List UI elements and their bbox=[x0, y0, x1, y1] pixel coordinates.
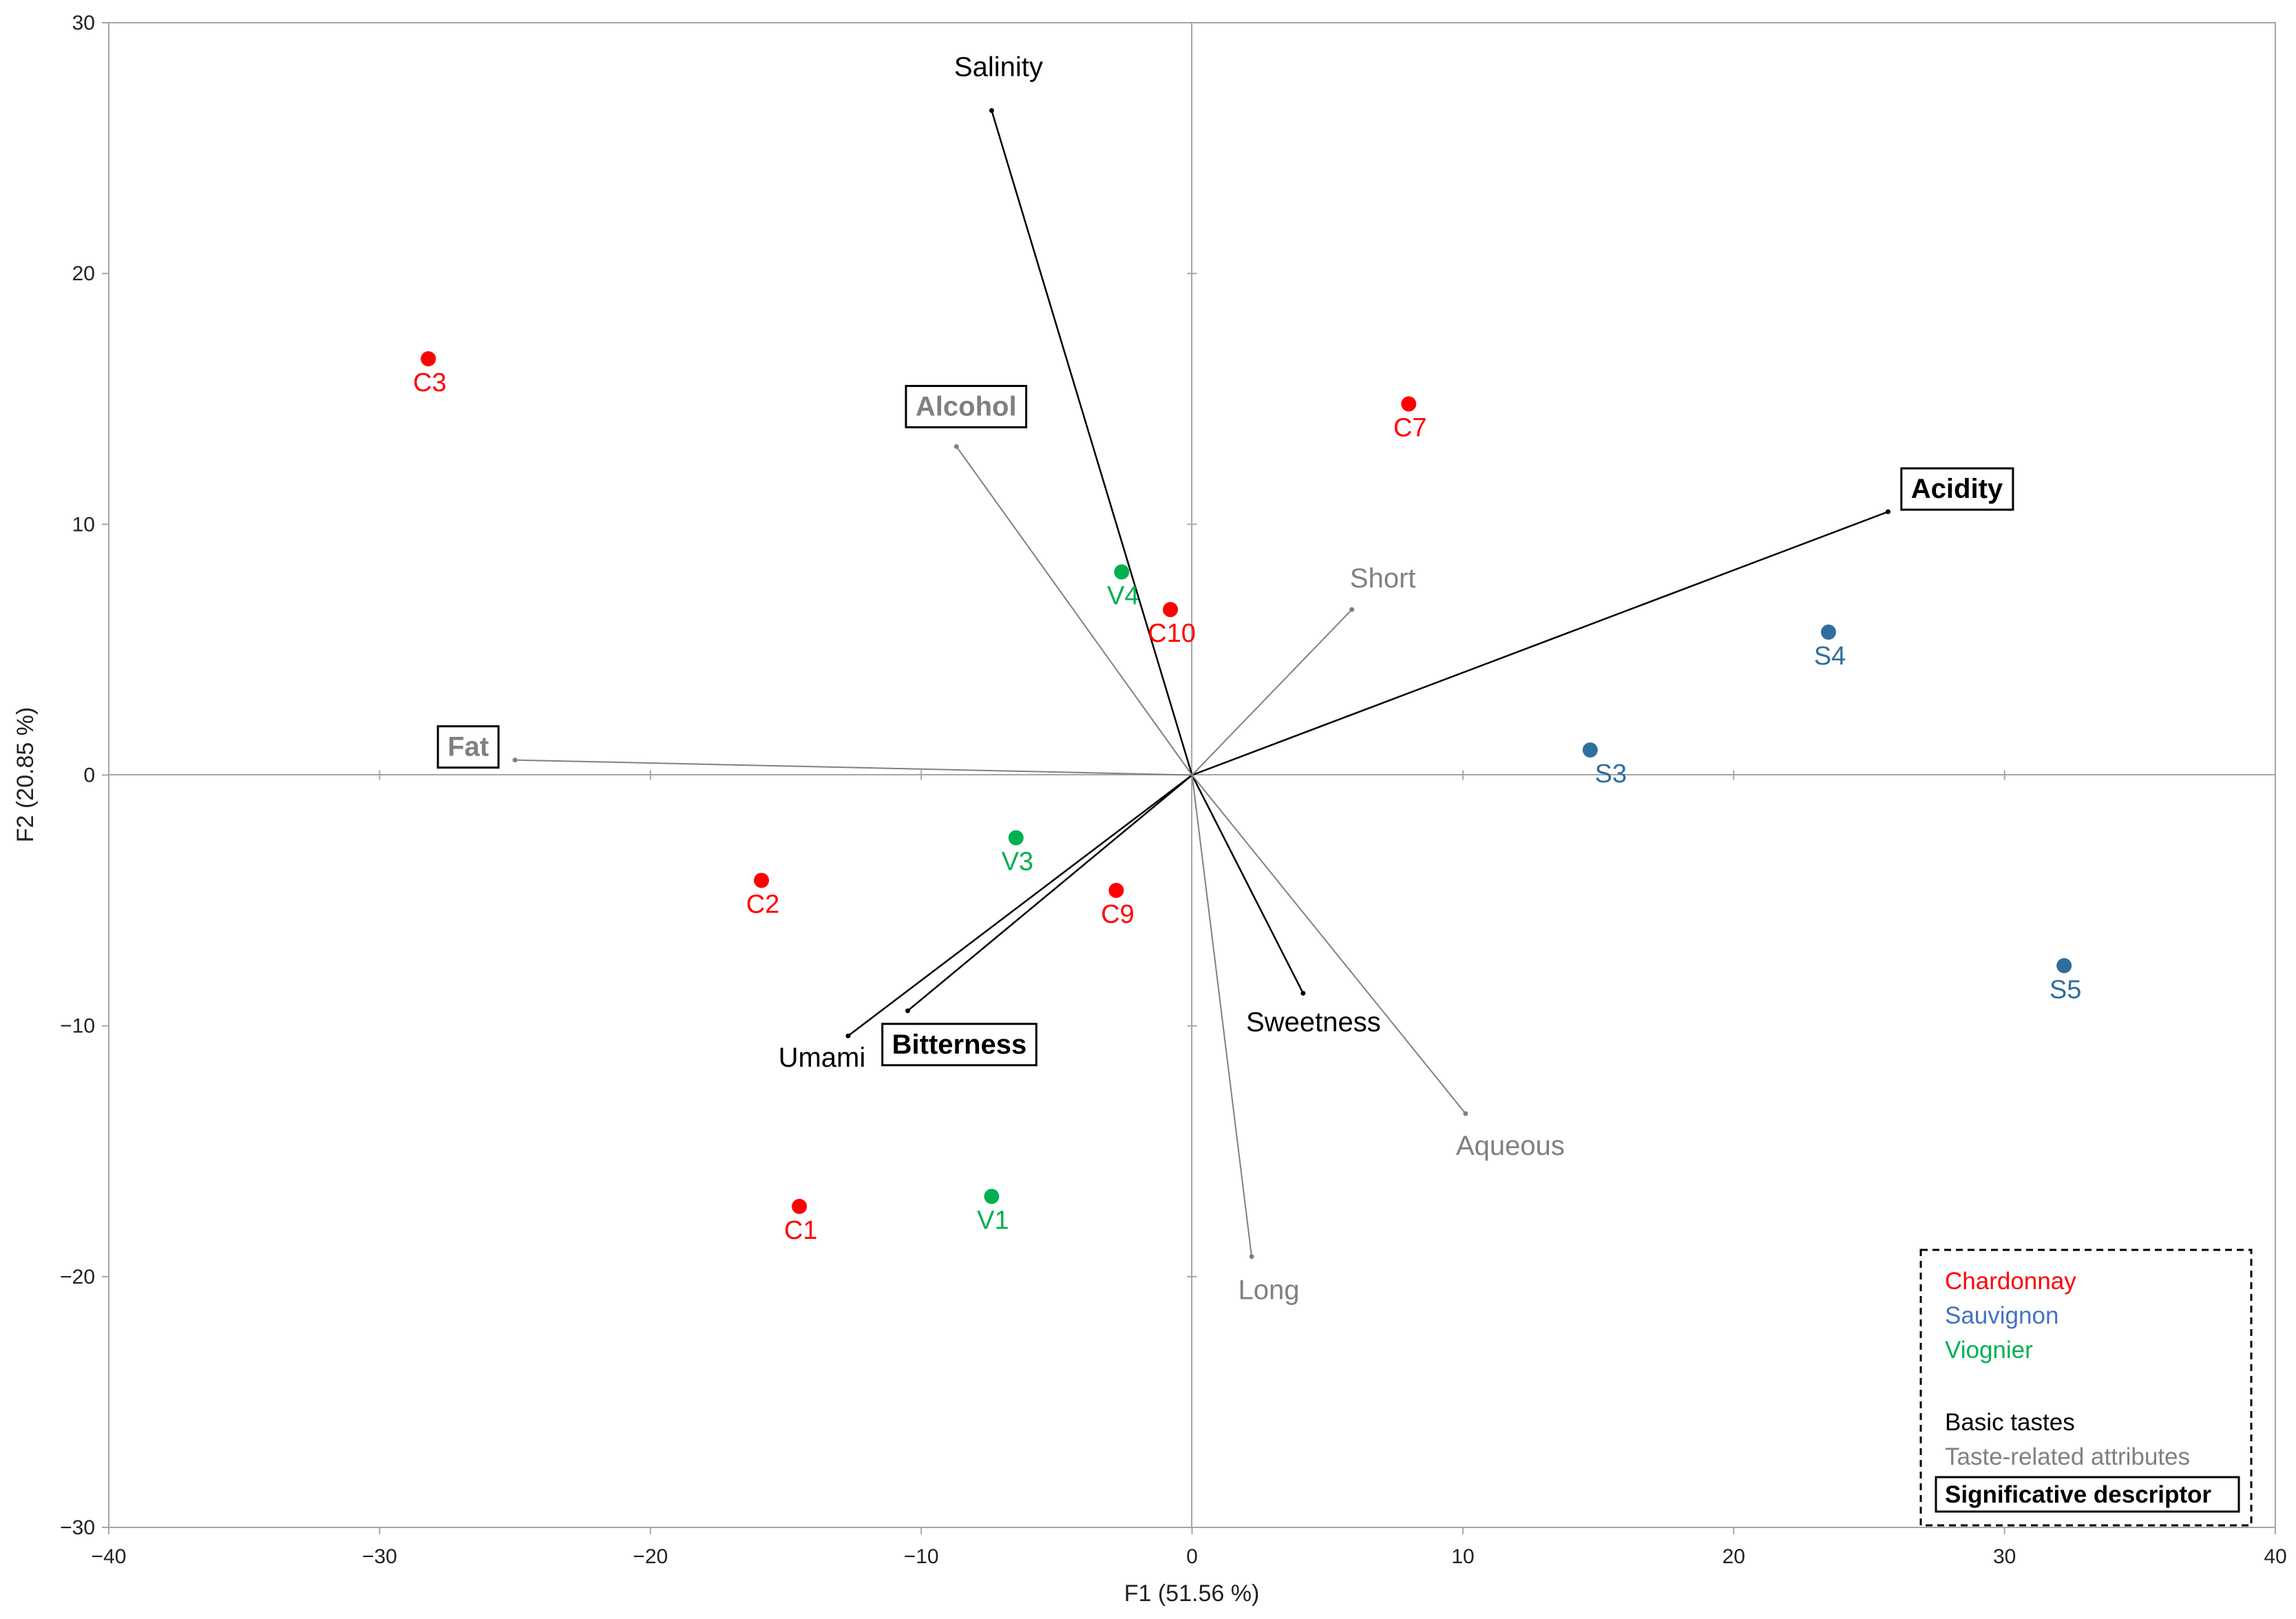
vector-tip-fat bbox=[512, 758, 518, 763]
point-label-s5: S5 bbox=[2050, 975, 2081, 1004]
vector-long bbox=[1191, 775, 1253, 1257]
vector-fat bbox=[515, 759, 1192, 776]
significant-box-acidity bbox=[1900, 467, 2014, 511]
x-tick-label: −30 bbox=[362, 1545, 397, 1568]
legend-chardonnay: Chardonnay bbox=[1945, 1268, 2076, 1295]
legend-viognier: Viognier bbox=[1945, 1337, 2033, 1364]
point-label-c1: C1 bbox=[784, 1216, 818, 1245]
vector-tip-alcohol bbox=[954, 443, 959, 449]
legend-taste-related: Taste-related attributes bbox=[1945, 1443, 2190, 1470]
point-label-c7: C7 bbox=[1393, 414, 1427, 443]
point-label-c10: C10 bbox=[1148, 619, 1196, 648]
vector-tip-salinity bbox=[989, 107, 994, 113]
x-tick-label: 30 bbox=[1993, 1545, 2016, 1568]
vector-tip-short bbox=[1349, 607, 1355, 612]
point-s3 bbox=[1582, 742, 1598, 758]
vector-tip-umami bbox=[845, 1033, 851, 1038]
significant-box-alcohol bbox=[905, 384, 1028, 428]
point-v3 bbox=[1008, 830, 1024, 846]
vector-tip-bitterness bbox=[905, 1008, 910, 1014]
vector-tip-sweetness bbox=[1300, 990, 1306, 996]
legend-sauvignon: Sauvignon bbox=[1945, 1302, 2058, 1329]
point-c10 bbox=[1163, 602, 1179, 618]
point-c3 bbox=[421, 351, 436, 366]
variable-label-aqueous: Aqueous bbox=[1456, 1131, 1565, 1161]
point-c1 bbox=[792, 1198, 808, 1214]
variable-vector-layer: Salinity Acidity Sweetness Umami Bitterness A… bbox=[436, 52, 2014, 1306]
variable-label-salinity: Salinity bbox=[954, 52, 1043, 82]
point-s4 bbox=[1820, 624, 1836, 640]
x-tick-label: 0 bbox=[1186, 1545, 1198, 1568]
point-label-c3: C3 bbox=[413, 368, 447, 397]
variable-label-acidity: Acidity bbox=[1911, 474, 2003, 504]
point-label-v1: V1 bbox=[977, 1206, 1009, 1235]
significant-box-fat bbox=[436, 725, 500, 769]
point-label-s4: S4 bbox=[1814, 642, 1846, 671]
vector-salinity bbox=[991, 110, 1193, 775]
point-v4 bbox=[1114, 564, 1130, 580]
vector-aqueous bbox=[1191, 774, 1466, 1114]
x-tick-label: −10 bbox=[904, 1545, 939, 1568]
point-c2 bbox=[754, 873, 770, 888]
vector-alcohol bbox=[956, 446, 1193, 776]
legend: Chardonnay Sauvignon Viognier Basic tast… bbox=[1919, 1249, 2253, 1527]
x-tick-label: 10 bbox=[1451, 1545, 1474, 1568]
x-tick-label: −20 bbox=[633, 1545, 668, 1568]
point-label-c2: C2 bbox=[746, 890, 780, 919]
y-tick-label: −30 bbox=[60, 1516, 95, 1539]
vector-bitterness bbox=[907, 774, 1193, 1012]
variable-label-long: Long bbox=[1239, 1275, 1300, 1306]
variable-label-fat: Fat bbox=[447, 732, 489, 762]
y-tick-label: −10 bbox=[60, 1015, 95, 1038]
vector-tip-aqueous bbox=[1463, 1111, 1468, 1116]
point-c9 bbox=[1108, 883, 1124, 899]
x-tick-label: 40 bbox=[2264, 1545, 2286, 1568]
variable-label-short: Short bbox=[1350, 563, 1416, 594]
x-axis-label: F1 (51.56 %) bbox=[1124, 1580, 1260, 1607]
legend-basic-tastes: Basic tastes bbox=[1945, 1409, 2075, 1436]
point-label-s3: S3 bbox=[1595, 760, 1627, 788]
legend-significant: Significative descriptor bbox=[1945, 1481, 2211, 1508]
point-s5 bbox=[2056, 958, 2072, 974]
vector-sweetness bbox=[1191, 774, 1304, 994]
y-tick-label: 20 bbox=[72, 262, 95, 285]
y-tick-label: 0 bbox=[83, 764, 95, 787]
variable-label-alcohol: Alcohol bbox=[916, 391, 1017, 421]
point-label-v3: V3 bbox=[1002, 848, 1033, 877]
significant-box-bitterness bbox=[881, 1023, 1038, 1067]
y-tick-label: 30 bbox=[72, 12, 95, 34]
vector-acidity bbox=[1192, 510, 1888, 776]
point-label-v4: V4 bbox=[1107, 582, 1139, 611]
variable-label-umami: Umami bbox=[779, 1043, 866, 1073]
point-v1 bbox=[984, 1189, 1000, 1204]
variable-label-sweetness: Sweetness bbox=[1246, 1007, 1381, 1037]
vector-tip-acidity bbox=[1885, 509, 1890, 514]
vector-short bbox=[1191, 609, 1353, 776]
point-c7 bbox=[1401, 396, 1417, 412]
vector-umami bbox=[847, 774, 1193, 1037]
x-tick-label: −40 bbox=[92, 1545, 127, 1568]
legend-significant-box bbox=[1935, 1476, 2240, 1513]
variable-label-bitterness: Bitterness bbox=[892, 1030, 1027, 1060]
y-tick-label: 10 bbox=[72, 513, 95, 536]
vector-tip-long bbox=[1249, 1254, 1254, 1260]
x-tick-label: 20 bbox=[1723, 1545, 1745, 1568]
point-label-c9: C9 bbox=[1101, 900, 1135, 929]
y-tick-label: −20 bbox=[60, 1266, 95, 1288]
tick-layer: −40 −30 −20 −10 0 10 20 30 40 −30 −20 −10 0 10 20 30 bbox=[60, 12, 2287, 1568]
observation-layer: C1 C2 C3 C7 C9 C10 S3 S4 S5 V1 V3 V4 bbox=[413, 351, 2081, 1245]
y-axis-label: F2 (20.85 %) bbox=[12, 707, 39, 843]
